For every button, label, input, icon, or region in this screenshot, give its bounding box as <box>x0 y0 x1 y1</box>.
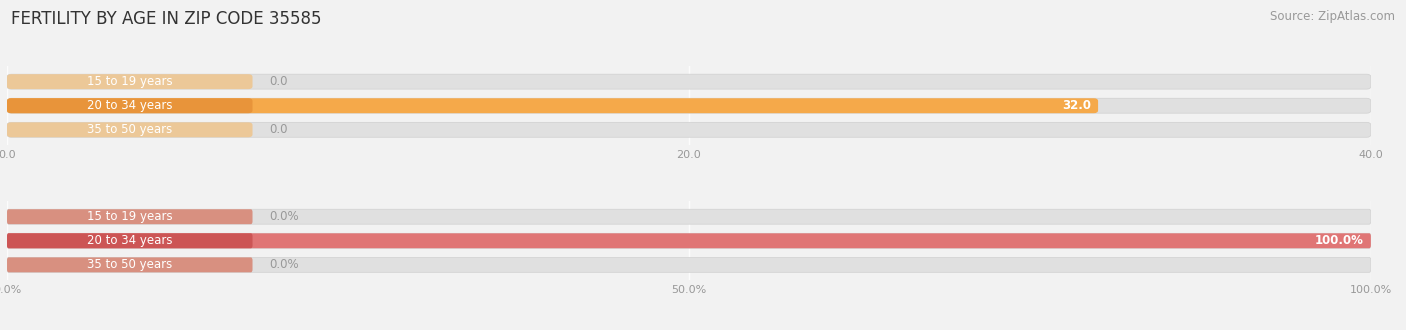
FancyBboxPatch shape <box>7 98 1098 113</box>
Text: 0.0: 0.0 <box>269 123 287 136</box>
Text: 15 to 19 years: 15 to 19 years <box>87 75 173 88</box>
Text: 35 to 50 years: 35 to 50 years <box>87 258 173 271</box>
FancyBboxPatch shape <box>7 233 1371 248</box>
Text: 0.0: 0.0 <box>269 75 287 88</box>
FancyBboxPatch shape <box>7 233 1371 248</box>
Text: FERTILITY BY AGE IN ZIP CODE 35585: FERTILITY BY AGE IN ZIP CODE 35585 <box>11 10 322 28</box>
FancyBboxPatch shape <box>7 257 1371 272</box>
Text: Source: ZipAtlas.com: Source: ZipAtlas.com <box>1270 10 1395 23</box>
FancyBboxPatch shape <box>7 98 1371 113</box>
FancyBboxPatch shape <box>7 122 253 137</box>
FancyBboxPatch shape <box>7 98 253 113</box>
Text: 20 to 34 years: 20 to 34 years <box>87 99 173 112</box>
Text: 35 to 50 years: 35 to 50 years <box>87 123 173 136</box>
Text: 32.0: 32.0 <box>1063 99 1091 112</box>
FancyBboxPatch shape <box>7 122 1371 137</box>
FancyBboxPatch shape <box>7 209 253 224</box>
Text: 100.0%: 100.0% <box>1315 234 1364 247</box>
Text: 0.0%: 0.0% <box>269 258 298 271</box>
Text: 15 to 19 years: 15 to 19 years <box>87 210 173 223</box>
FancyBboxPatch shape <box>7 233 253 248</box>
Text: 20 to 34 years: 20 to 34 years <box>87 234 173 247</box>
Text: 0.0%: 0.0% <box>269 210 298 223</box>
FancyBboxPatch shape <box>7 257 253 272</box>
FancyBboxPatch shape <box>7 74 1371 89</box>
FancyBboxPatch shape <box>7 209 1371 224</box>
FancyBboxPatch shape <box>7 74 253 89</box>
